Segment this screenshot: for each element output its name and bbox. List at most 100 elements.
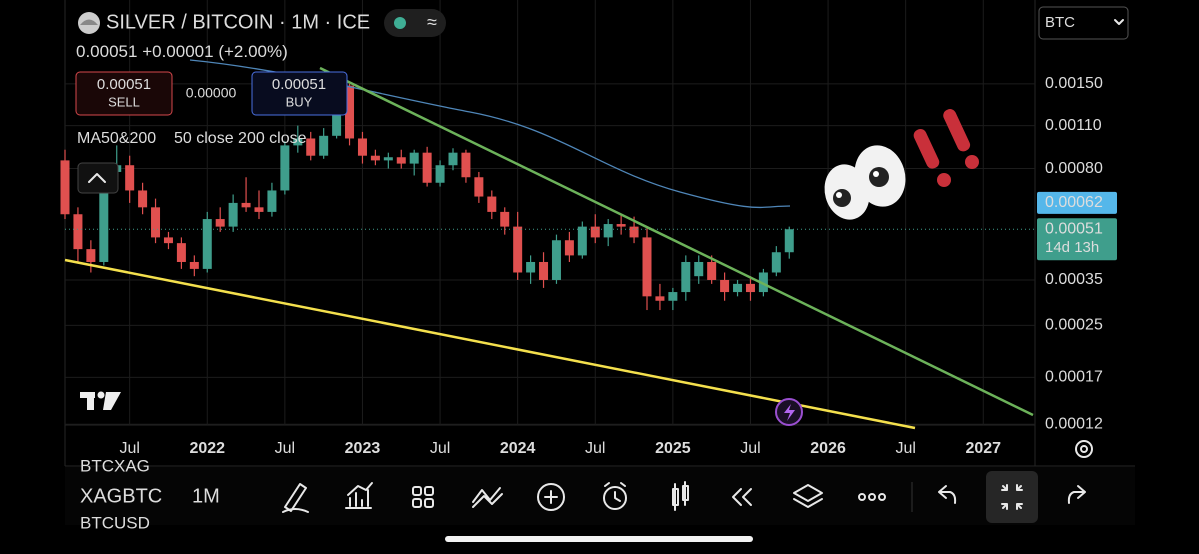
replay-tool[interactable] [732, 488, 752, 506]
candle-body [60, 160, 70, 215]
candle-body [86, 249, 96, 262]
candle-body [73, 214, 83, 250]
candle-body [681, 261, 691, 293]
settings-icon[interactable] [1075, 440, 1093, 458]
more-tool[interactable] [858, 493, 886, 501]
x-tick-label: 2027 [965, 440, 1001, 457]
candle-body [345, 85, 355, 139]
candle-body [215, 219, 225, 227]
x-tick-label: Jul [275, 440, 295, 457]
symbol-picker[interactable]: XAGBTC [80, 485, 162, 507]
candle-body [526, 261, 536, 273]
sell-button[interactable] [75, 71, 173, 116]
candle-body [513, 226, 523, 273]
buy-label: BUY [286, 94, 313, 109]
x-tick-label: Jul [119, 440, 139, 457]
candle-body [306, 138, 316, 156]
home-indicator [445, 536, 753, 542]
candle-body [151, 207, 161, 238]
sell-price: 0.00051 [97, 76, 151, 93]
fullscreen-button[interactable] [986, 471, 1038, 523]
y-tick-label: 0.00012 [1045, 415, 1103, 432]
candle-body [616, 224, 626, 227]
symbol-option[interactable]: BTCXAG [80, 456, 150, 475]
x-tick-label: Jul [430, 440, 450, 457]
candle-body [771, 252, 781, 273]
undo-button[interactable] [938, 485, 957, 504]
symbol-title[interactable]: SILVER / BITCOIN · 1M · ICE [106, 11, 370, 33]
bar-style-tool[interactable] [672, 481, 689, 511]
spread: 0.00000 [186, 85, 237, 101]
last-price-label: 0.00051 [1045, 220, 1103, 237]
x-tick-label: 2025 [655, 440, 691, 457]
y-tick-label: 0.00080 [1045, 160, 1103, 177]
tradingview-logo [80, 391, 121, 410]
candle-body [461, 152, 471, 178]
candle-body [176, 243, 186, 262]
candle-body [733, 283, 743, 293]
y-tick-label: 0.00025 [1045, 317, 1103, 334]
collapse-button[interactable] [77, 162, 119, 194]
bar-countdown: 14d 13h [1045, 239, 1099, 256]
dropdown-icon [1114, 19, 1124, 25]
candle-body [487, 196, 497, 212]
ma-price-label: 0.00062 [1045, 194, 1103, 211]
x-tick-label: 2024 [500, 440, 536, 457]
x-tick-label: 2026 [810, 440, 846, 457]
price-change: 0.00051 +0.00001 (+2.00%) [76, 42, 288, 61]
candle-body [254, 207, 264, 212]
alert-tool[interactable] [603, 482, 627, 510]
indicators-tool[interactable] [345, 482, 373, 509]
candle-body [409, 152, 419, 164]
candle-body [758, 272, 768, 293]
candle-body [435, 165, 445, 183]
candle-body [784, 229, 794, 253]
candle-body [241, 202, 251, 208]
candle-body [474, 177, 484, 197]
draw-tool[interactable] [282, 483, 309, 513]
buy-price: 0.00051 [272, 76, 326, 93]
candle-body [280, 145, 290, 191]
candle-body [448, 152, 458, 166]
status-badge[interactable] [384, 9, 446, 37]
interval-picker[interactable]: 1M [192, 485, 220, 507]
trend-line[interactable] [64, 258, 916, 430]
candle-body [668, 292, 678, 301]
templates-tool[interactable] [412, 486, 434, 508]
candle-body [383, 157, 393, 161]
patterns-tool[interactable] [472, 487, 503, 508]
candle-body [125, 165, 135, 191]
candle-body [577, 226, 587, 256]
buy-button[interactable] [251, 71, 348, 116]
candle-body [629, 226, 639, 238]
symbol-option[interactable]: BTCUSD [80, 513, 150, 532]
market-status [394, 17, 406, 29]
add-tool[interactable] [537, 483, 565, 511]
trend-line[interactable] [319, 66, 1034, 417]
candle-body [163, 237, 173, 244]
exclamation-sticker [913, 109, 979, 187]
candle-body [500, 211, 510, 227]
candle-body [603, 224, 613, 238]
candle-body [189, 261, 199, 269]
currency: BTC [1045, 14, 1075, 31]
x-tick-label: Jul [740, 440, 760, 457]
alert-icon [784, 404, 795, 421]
redo-button[interactable] [1067, 485, 1086, 504]
candle-body [642, 237, 652, 297]
candle-body [655, 296, 665, 301]
candle-body [720, 279, 730, 293]
last-price-badge [1037, 218, 1117, 261]
layers-tool[interactable] [793, 484, 823, 508]
candle-body [745, 283, 755, 293]
candle-body [539, 261, 549, 280]
candle-body [357, 138, 367, 156]
candle-body [228, 202, 238, 227]
currency-dropdown[interactable] [1038, 6, 1129, 40]
indicator-name[interactable]: MA50&200 [77, 130, 156, 147]
candle-body [267, 190, 277, 212]
candle-body [564, 240, 574, 256]
settings-icon [1080, 445, 1088, 453]
